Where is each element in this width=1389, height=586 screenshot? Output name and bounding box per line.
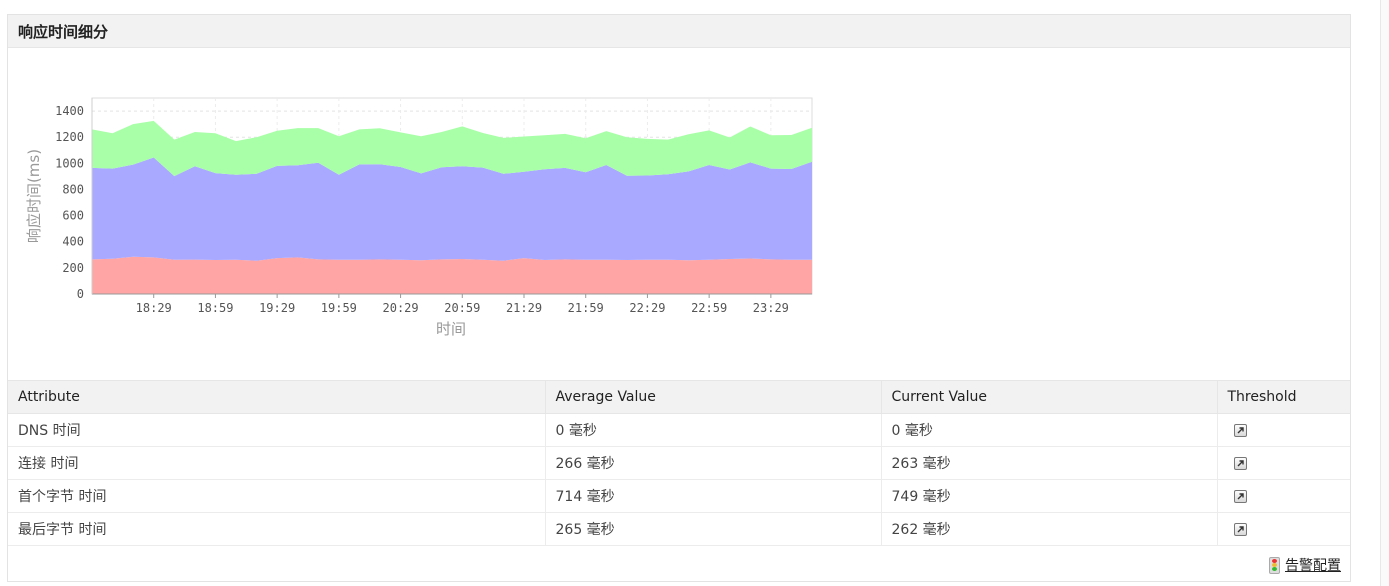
threshold-config-icon[interactable] xyxy=(1233,489,1247,503)
x-tick-label: 20:29 xyxy=(383,301,419,315)
series-area-first-byte xyxy=(92,157,812,261)
attribute-cell: DNS 时间 xyxy=(8,413,546,447)
chart-svg: 0 200 400 600 800 1000 1200 1400 18:29 18:59 19:29… xyxy=(25,97,813,338)
table-row: 首个字节 时间 714 毫秒 749 毫秒 xyxy=(8,479,1350,513)
attribute-cell: 连接 时间 xyxy=(8,446,546,480)
attribute-cell: 首个字节 时间 xyxy=(8,479,546,513)
x-tick-label: 19:29 xyxy=(259,301,295,315)
table-header-row: Attribute Average Value Current Value Th… xyxy=(8,380,1350,414)
table-row: DNS 时间 0 毫秒 0 毫秒 xyxy=(8,413,1350,447)
average-cell: 0 毫秒 xyxy=(545,413,882,447)
attribute-cell: 最后字节 时间 xyxy=(8,512,546,546)
y-axis-label: 响应时间(ms) xyxy=(25,149,43,243)
x-tick-label: 19:59 xyxy=(321,301,357,315)
panel-title: 响应时间细分 xyxy=(8,15,1350,48)
x-tick-label: 23:29 xyxy=(753,301,789,315)
average-cell: 266 毫秒 xyxy=(545,446,882,480)
threshold-config-icon[interactable] xyxy=(1233,522,1247,536)
x-tick-label: 22:59 xyxy=(691,301,727,315)
column-header-threshold: Threshold xyxy=(1217,380,1350,414)
column-header-attribute: Attribute xyxy=(8,380,546,414)
table-row: 连接 时间 266 毫秒 263 毫秒 xyxy=(8,446,1350,480)
threshold-cell xyxy=(1217,479,1350,513)
threshold-cell xyxy=(1217,512,1350,546)
x-axis-label: 时间 xyxy=(436,320,466,338)
y-tick-label: 200 xyxy=(62,261,84,275)
traffic-light-icon xyxy=(1269,556,1280,574)
table-row: 最后字节 时间 265 毫秒 262 毫秒 xyxy=(8,512,1350,546)
current-cell: 263 毫秒 xyxy=(881,446,1218,480)
series-area-last-byte xyxy=(92,120,812,177)
threshold-config-icon[interactable] xyxy=(1233,456,1247,470)
y-tick-label: 0 xyxy=(77,287,84,301)
y-tick-label: 1000 xyxy=(55,156,84,170)
y-tick-label: 1200 xyxy=(55,130,84,144)
column-header-current: Current Value xyxy=(881,380,1218,414)
y-tick-label: 800 xyxy=(62,182,84,196)
x-tick-label: 18:29 xyxy=(136,301,172,315)
x-tick-label: 22:29 xyxy=(629,301,665,315)
y-tick-label: 400 xyxy=(62,235,84,249)
series-area-connect xyxy=(92,256,812,294)
y-tick-label: 600 xyxy=(62,209,84,223)
response-time-chart: 0 200 400 600 800 1000 1200 1400 18:29 18:59 19:29… xyxy=(8,48,848,408)
alarm-config-link[interactable]: 告警配置 xyxy=(1269,555,1341,575)
current-cell: 0 毫秒 xyxy=(881,413,1218,447)
attribute-table: Attribute Average Value Current Value Th… xyxy=(8,380,1350,546)
response-time-panel: 响应时间细分 0 200 400 600 800 1000 1200 1400 18:29 18:… xyxy=(7,14,1351,582)
current-cell: 749 毫秒 xyxy=(881,479,1218,513)
threshold-config-icon[interactable] xyxy=(1233,423,1247,437)
x-tick-label: 21:59 xyxy=(568,301,604,315)
x-tick-label: 20:59 xyxy=(444,301,480,315)
column-header-average: Average Value xyxy=(545,380,882,414)
current-cell: 262 毫秒 xyxy=(881,512,1218,546)
average-cell: 265 毫秒 xyxy=(545,512,882,546)
threshold-cell xyxy=(1217,413,1350,447)
threshold-cell xyxy=(1217,446,1350,480)
page-scrollbar[interactable] xyxy=(1380,0,1389,586)
x-tick-label: 21:29 xyxy=(506,301,542,315)
average-cell: 714 毫秒 xyxy=(545,479,882,513)
alarm-config-label[interactable]: 告警配置 xyxy=(1285,558,1341,574)
y-tick-label: 1400 xyxy=(55,104,84,118)
x-tick-label: 18:59 xyxy=(197,301,233,315)
